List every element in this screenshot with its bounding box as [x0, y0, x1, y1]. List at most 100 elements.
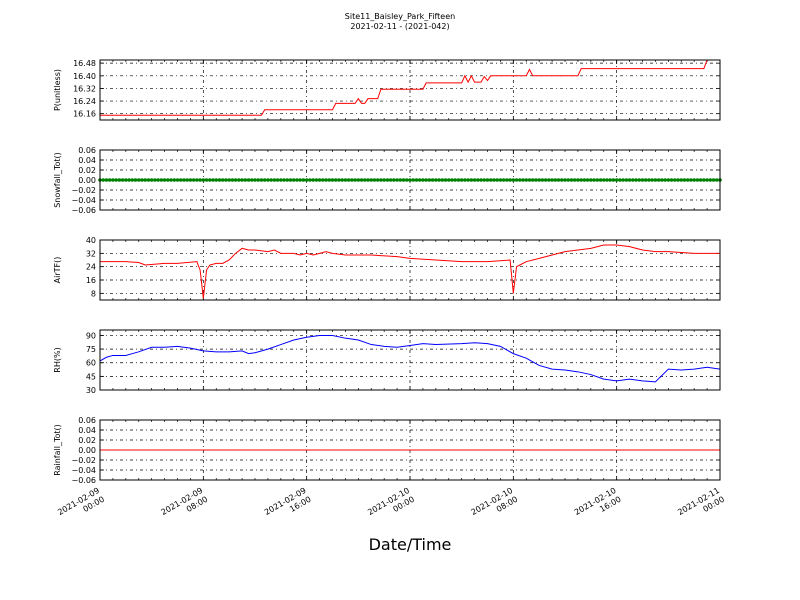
data-point [230, 178, 235, 182]
data-point [401, 178, 406, 182]
data-point [511, 178, 516, 182]
data-point [614, 178, 619, 182]
data-point [705, 178, 709, 182]
y-tick-label: −0.06 [71, 206, 96, 215]
data-point [172, 178, 177, 182]
axes-frame [99, 419, 721, 481]
data-point [618, 178, 622, 182]
data-point [321, 178, 325, 182]
data-point [459, 178, 464, 182]
panel-snowfall: −0.06−0.04−0.020.000.020.040.06 Snowfall_… [53, 146, 722, 215]
x-tick-label: 2021-02-1016:00 [573, 486, 623, 526]
data-point [340, 178, 344, 182]
data-point [456, 178, 461, 182]
data-point [327, 178, 332, 182]
data-point [301, 178, 306, 182]
data-point [582, 178, 587, 182]
data-point [353, 178, 357, 182]
data-point [395, 178, 399, 182]
data-point [404, 178, 409, 182]
data-point [611, 178, 616, 182]
data-point [333, 178, 338, 182]
data-point [104, 178, 109, 182]
data-point [269, 178, 273, 182]
data-point [476, 178, 480, 182]
data-point [417, 178, 422, 182]
y-tick-label: 16.32 [73, 84, 96, 93]
data-point [553, 178, 558, 182]
y-tick-label: 0.06 [78, 146, 96, 155]
axes-frame [99, 149, 721, 211]
data-point [685, 178, 690, 182]
data-point [117, 178, 122, 182]
data-point [398, 178, 403, 182]
data-point [153, 178, 157, 182]
data-point [140, 178, 144, 182]
data-point [214, 178, 219, 182]
data-point [178, 178, 183, 182]
data-point [708, 178, 713, 182]
data-point [201, 178, 206, 182]
data-point [285, 178, 290, 182]
data-point [592, 178, 596, 182]
data-point [246, 178, 251, 182]
y-tick-label: 16.40 [73, 72, 96, 81]
x-tick-label: 2021-02-0900:00 [56, 486, 106, 526]
data-point [366, 178, 370, 182]
data-point [643, 178, 648, 182]
data-point [130, 178, 135, 182]
data-point [424, 178, 428, 182]
y-tick-label: 0.04 [78, 156, 96, 165]
data-point [169, 178, 173, 182]
data-point [627, 178, 632, 182]
data-point [227, 178, 231, 182]
data-point [107, 178, 112, 182]
data-point [356, 178, 361, 182]
data-point [605, 178, 609, 182]
data-point [537, 178, 541, 182]
data-point [298, 178, 303, 182]
data-point [559, 178, 564, 182]
data-point [569, 178, 574, 182]
data-point [660, 178, 664, 182]
data-point [589, 178, 593, 182]
data-point [162, 178, 167, 182]
data-point [702, 178, 706, 182]
series-line-pressure [100, 59, 720, 116]
data-point [191, 178, 196, 182]
data-point [136, 178, 141, 182]
data-point [608, 178, 613, 182]
panel-pressure: 16.16 16.24 16.32 16.40 16.48 P(unitless) [53, 59, 721, 121]
data-point [634, 178, 638, 182]
data-point [482, 178, 487, 182]
data-point [182, 178, 186, 182]
data-point [120, 178, 125, 182]
data-point [505, 178, 509, 182]
y-tick-label: 16 [86, 276, 96, 285]
panel-rainfall: −0.06−0.04−0.020.000.020.040.06 Rainfall_… [53, 416, 726, 526]
data-point [346, 178, 351, 182]
data-point [243, 178, 248, 182]
data-point [166, 178, 170, 182]
data-point [656, 178, 661, 182]
data-point [624, 178, 629, 182]
data-point [534, 178, 538, 182]
y-tick-label: −0.02 [71, 186, 96, 195]
y-tick-label: 8 [91, 289, 96, 298]
data-point [598, 178, 603, 182]
data-point [543, 178, 548, 182]
data-point [679, 178, 684, 182]
data-point [385, 178, 390, 182]
y-tick-label: 40 [86, 236, 96, 245]
data-point [508, 178, 512, 182]
data-point [143, 178, 148, 182]
data-point [240, 178, 244, 182]
data-point [492, 178, 496, 182]
data-point [488, 178, 493, 182]
data-point [540, 178, 545, 182]
y-tick-label: 30 [86, 386, 96, 395]
x-tick-label: 2021-02-0908:00 [160, 486, 210, 526]
data-point [111, 178, 115, 182]
data-point [249, 178, 254, 182]
data-point [350, 178, 354, 182]
